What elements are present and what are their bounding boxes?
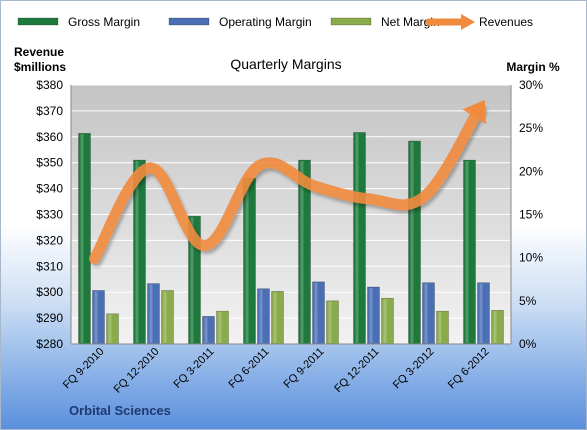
right-tick-label: 0%: [519, 337, 537, 351]
bar-operating-margin: [367, 286, 380, 345]
right-tick-label: 5%: [519, 294, 537, 308]
left-tick-label: $330: [36, 208, 63, 222]
bar-net-margin: [381, 297, 394, 345]
bar-highlight: [94, 291, 98, 343]
bar-highlight: [493, 311, 497, 343]
bar-operating-margin: [202, 316, 215, 345]
revenue-line-path: [89, 102, 485, 265]
bar-net-margin: [491, 310, 504, 345]
bar-highlight: [245, 179, 249, 343]
x-tick-label: FQ 3-2011: [172, 346, 217, 391]
right-axis-title: Margin %: [506, 60, 560, 74]
revenue-arrowhead: [462, 99, 487, 125]
legend-label: Revenues: [479, 15, 533, 29]
bar-operating-margin: [477, 282, 490, 345]
bars: [78, 132, 504, 345]
bar-operating-margin: [147, 283, 160, 345]
bar-net-margin: [106, 313, 119, 345]
bar-operating-margin: [422, 282, 435, 345]
left-tick-label: $350: [36, 156, 63, 170]
legend-label: Operating Margin: [219, 15, 312, 29]
bar-net-margin: [436, 310, 449, 345]
bar-highlight: [108, 314, 112, 343]
left-tick-label: $310: [36, 259, 63, 273]
bar-highlight: [149, 284, 153, 343]
right-tick-label: 30%: [519, 78, 543, 92]
left-axis-title-line2: $millions: [14, 60, 66, 74]
right-tick-label: 25%: [519, 121, 543, 135]
bar-highlight: [259, 289, 263, 343]
bar-operating-margin: [312, 281, 325, 345]
footer-label: Orbital Sciences: [69, 403, 171, 418]
left-tick-label: $360: [36, 130, 63, 144]
bar-highlight: [273, 292, 277, 343]
bar-highlight: [355, 133, 359, 343]
bar-gross-margin: [408, 140, 421, 345]
bar-highlight: [314, 282, 318, 343]
legend-arrow: [461, 14, 475, 30]
left-tick-label: $280: [36, 337, 63, 351]
left-tick-label: $300: [36, 285, 63, 299]
revenue-line: [89, 99, 487, 265]
legend-swatch: [168, 17, 210, 26]
right-tick-label: 20%: [519, 164, 543, 178]
x-tick-label: FQ 3-2012: [391, 346, 437, 392]
x-tick-label: FQ 6-2012: [446, 346, 492, 392]
bar-operating-margin: [257, 288, 270, 345]
bar-highlight: [410, 142, 414, 343]
bar-highlight: [163, 291, 167, 343]
left-tick-label: $370: [36, 104, 63, 118]
left-axis-title-line1: Revenue: [14, 45, 64, 59]
bar-highlight: [135, 161, 139, 343]
bar-highlight: [300, 161, 304, 343]
bar-highlight: [479, 283, 483, 343]
legend: Gross Margin Operating Margin Net Margin Re…: [17, 14, 533, 30]
left-tick-label: $290: [36, 311, 63, 325]
bar-net-margin: [216, 310, 229, 345]
bar-net-margin: [271, 291, 284, 345]
left-tick-label: $320: [36, 233, 63, 247]
right-tick-label: 10%: [519, 251, 543, 265]
x-tick-label: FQ 12-2011: [332, 346, 381, 395]
legend-swatch: [330, 17, 372, 26]
right-tick-label: 15%: [519, 208, 543, 222]
bar-highlight: [218, 312, 222, 343]
bar-gross-margin: [353, 132, 366, 345]
bar-highlight: [438, 312, 442, 343]
bar-net-margin: [161, 290, 174, 345]
bar-highlight: [328, 301, 332, 343]
left-tick-label: $340: [36, 182, 63, 196]
bar-gross-margin: [243, 177, 256, 345]
left-tick-label: $380: [36, 78, 63, 92]
x-tick-label: FQ 9-2011: [282, 346, 327, 391]
bar-highlight: [369, 288, 373, 343]
legend-label: Gross Margin: [68, 15, 140, 29]
legend-swatch: [17, 17, 59, 26]
x-tick-label: FQ 6-2011: [227, 346, 272, 391]
bar-highlight: [383, 299, 387, 343]
bar-net-margin: [326, 300, 339, 345]
bar-operating-margin: [92, 290, 105, 345]
legend-label: Net Margin: [381, 15, 440, 29]
bar-highlight: [424, 283, 428, 343]
bar-highlight: [80, 134, 84, 343]
bar-highlight: [204, 317, 208, 343]
x-tick-label: FQ 12-2010: [112, 346, 162, 396]
chart-title: Quarterly Margins: [230, 56, 341, 72]
bar-highlight: [465, 161, 469, 343]
bar-gross-margin: [78, 133, 91, 345]
bar-gross-margin: [463, 159, 476, 345]
bar-highlight: [190, 217, 194, 343]
x-tick-label: FQ 9-2010: [61, 346, 107, 392]
